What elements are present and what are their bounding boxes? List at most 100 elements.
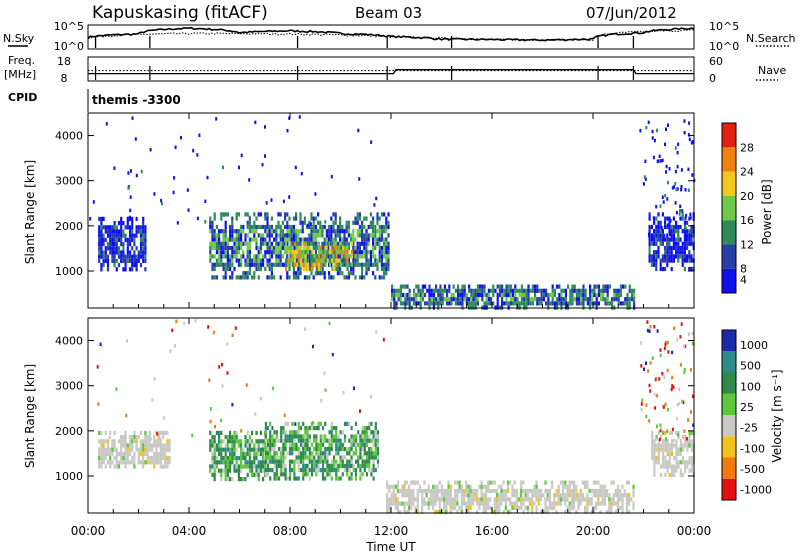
map-cell — [150, 460, 154, 465]
map-cell — [546, 509, 549, 515]
map-cell — [668, 250, 671, 255]
map-cell — [331, 250, 334, 255]
map-cell — [495, 493, 499, 498]
map-cell — [120, 439, 123, 444]
map-cell — [496, 292, 499, 298]
map-cell — [684, 468, 687, 473]
map-cell — [509, 480, 512, 485]
map-cell — [259, 241, 262, 246]
map-cell — [551, 480, 554, 485]
power-plot-frame — [87, 112, 695, 309]
map-cell — [122, 456, 125, 461]
map-cell — [211, 241, 214, 246]
map-cell — [218, 254, 221, 259]
map-cell — [584, 297, 587, 302]
map-cell — [622, 284, 625, 289]
map-cell — [485, 297, 488, 302]
map-outlier — [135, 173, 138, 178]
map-cell — [311, 250, 314, 255]
map-cell — [330, 463, 333, 468]
map-cell — [380, 237, 383, 242]
map-cell — [659, 224, 662, 230]
map-outlier — [666, 340, 669, 345]
xtick-label: 00:00 — [71, 524, 106, 538]
map-cell — [580, 297, 583, 302]
map-cell — [391, 292, 394, 298]
map-cell — [268, 250, 271, 255]
map-cell — [491, 488, 494, 494]
map-cell — [330, 442, 333, 447]
map-cell — [372, 430, 375, 435]
map-cell — [144, 447, 147, 452]
map-cell — [672, 254, 675, 259]
map-cell — [268, 254, 271, 259]
map-cell — [335, 430, 338, 435]
map-cell — [323, 241, 326, 246]
station-title: Kapuskasing (fitACF) — [92, 3, 268, 23]
map-cell — [584, 288, 587, 293]
map-cell — [237, 456, 240, 461]
map-cell — [451, 505, 455, 510]
map-cell — [374, 237, 377, 242]
map-cell — [321, 229, 324, 234]
map-cell — [224, 220, 227, 225]
map-cell — [577, 501, 580, 506]
map-cell — [625, 493, 628, 498]
map-cell — [128, 233, 132, 238]
map-cell — [534, 297, 537, 302]
map-cell — [380, 224, 383, 230]
map-cell — [240, 477, 243, 482]
map-cell — [414, 505, 417, 510]
map-cell — [476, 488, 479, 494]
map-cell — [164, 451, 167, 456]
map-cell — [302, 451, 305, 456]
map-cell — [273, 438, 276, 443]
map-cell — [526, 497, 529, 502]
map-cell — [275, 476, 278, 481]
map-outlier — [687, 133, 690, 137]
map-cell — [569, 292, 572, 298]
map-cell — [161, 464, 165, 469]
map-cell — [304, 455, 307, 460]
map-cell — [237, 212, 240, 217]
map-cell — [415, 284, 418, 289]
map-outlier — [654, 437, 657, 442]
map-cell — [126, 225, 129, 230]
map-cell — [161, 443, 165, 448]
map-cell — [524, 497, 527, 502]
map-cell — [308, 241, 311, 246]
map-cell — [328, 262, 332, 267]
map-cell — [568, 488, 571, 494]
map-cell — [537, 501, 540, 506]
map-outlier — [680, 322, 683, 326]
map-outlier — [175, 319, 178, 324]
map-cell — [664, 266, 667, 272]
map-cell — [688, 439, 691, 444]
map-cell — [124, 267, 127, 272]
map-cell — [584, 505, 587, 510]
map-cell — [467, 488, 470, 494]
map-cell — [273, 237, 276, 242]
map-cell — [372, 216, 375, 221]
map-cell — [231, 258, 234, 263]
map-cell — [482, 493, 485, 498]
map-cell — [467, 509, 470, 515]
map-cell — [438, 509, 441, 515]
map-cell — [542, 493, 545, 498]
map-cell — [128, 258, 132, 263]
map-cell — [237, 262, 240, 267]
map-cell — [562, 484, 565, 489]
map-cell — [288, 229, 291, 234]
map-cell — [111, 254, 114, 259]
map-cell — [357, 455, 360, 460]
map-outlier — [683, 119, 686, 123]
map-cell — [673, 443, 676, 448]
map-outlier — [218, 365, 221, 369]
map-cell — [633, 297, 636, 302]
map-cell — [363, 275, 366, 280]
map-cell — [120, 225, 123, 230]
map-cell — [573, 297, 576, 302]
map-cell — [573, 284, 576, 289]
map-cell — [334, 233, 337, 238]
map-outlier — [254, 120, 257, 125]
